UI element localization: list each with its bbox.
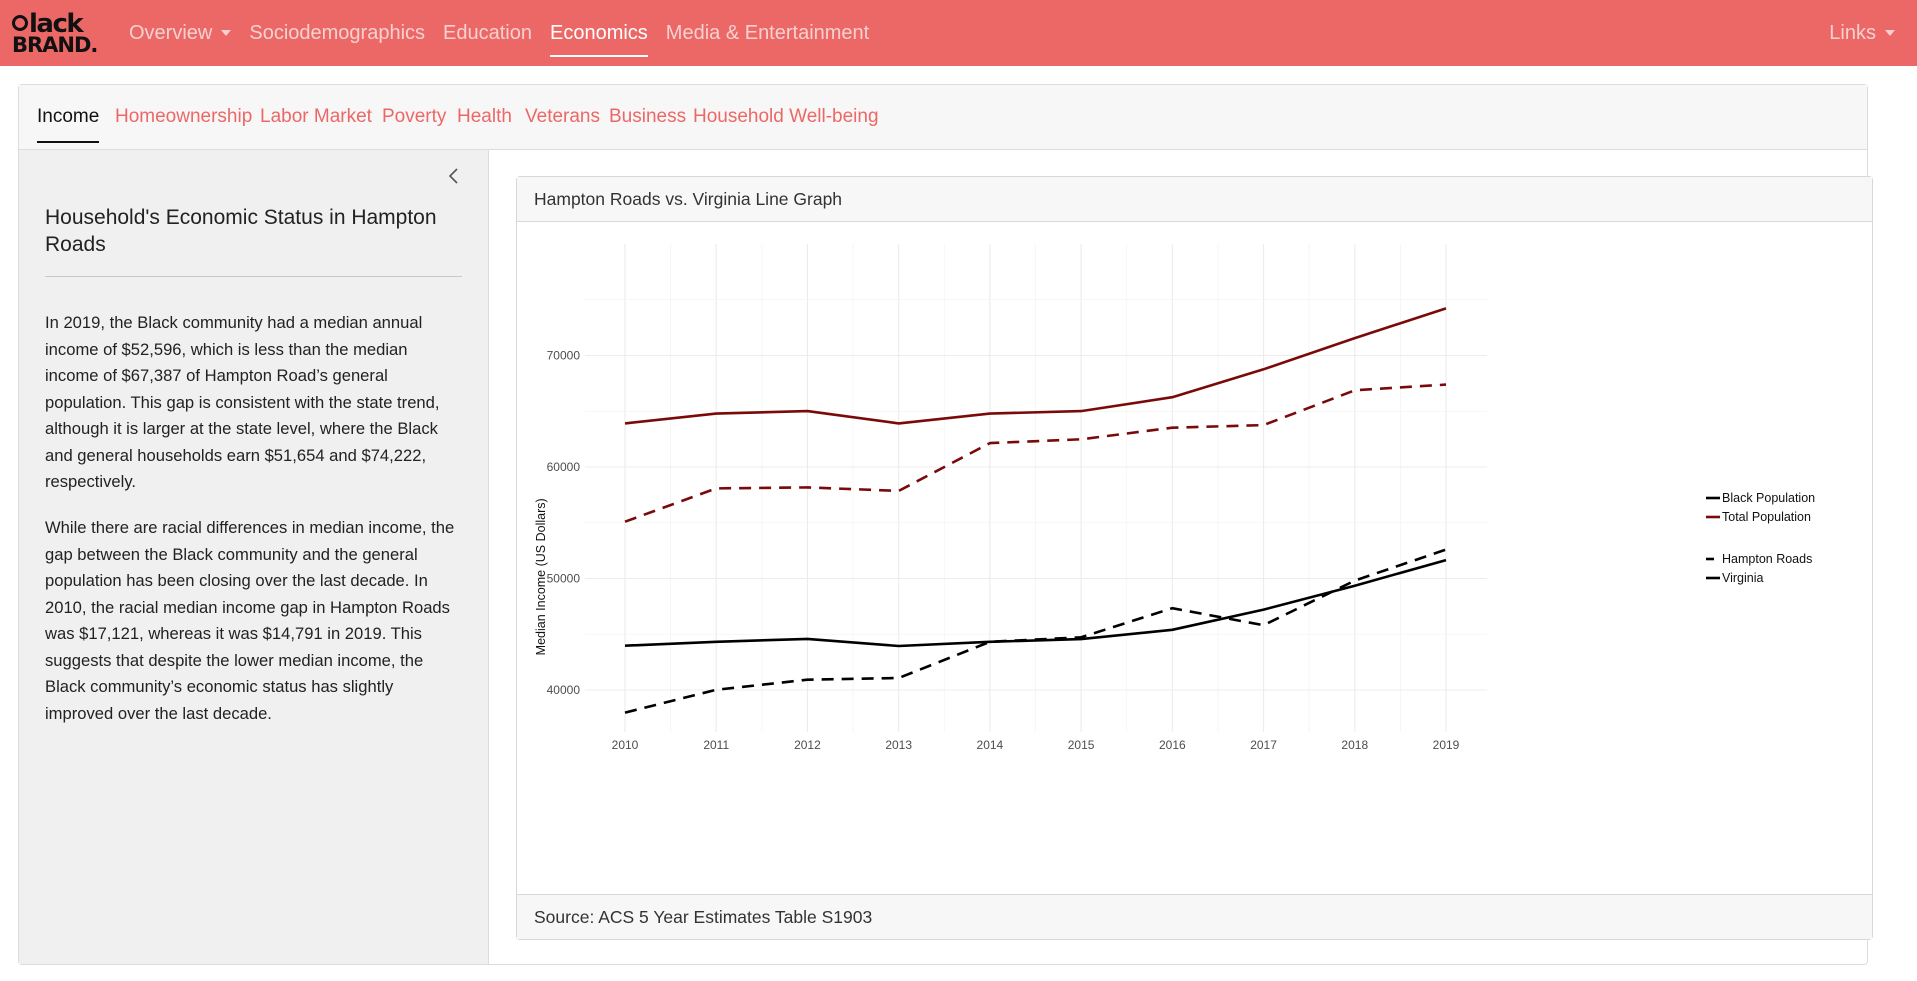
sidebar-title: Household's Economic Status in Hampton R… — [45, 206, 437, 256]
sidebar-panel: Household's Economic Status in Hampton R… — [19, 150, 489, 964]
divider — [45, 276, 462, 277]
nav-item-label: Overview — [129, 21, 213, 44]
legend-label: Virginia — [1722, 571, 1764, 585]
nav-item-sociodemographics[interactable]: Sociodemographics — [249, 0, 425, 66]
links-menu[interactable]: Links — [1829, 0, 1895, 66]
chevron-left-icon[interactable] — [444, 166, 464, 186]
nav-item-label: Economics — [549, 21, 648, 44]
chart-panel: Hampton Roads vs. Virginia Line Graph 40… — [516, 176, 1873, 940]
links-label: Links — [1829, 21, 1876, 44]
series-line-black-population-hampton-roads — [624, 548, 1447, 714]
tab-income[interactable]: Income — [37, 85, 100, 143]
sidebar-paragraph-2: While there are racial differences in me… — [45, 518, 455, 723]
tab-household-well-being[interactable]: Household Well-being — [693, 106, 879, 127]
series-line-total-population-virginia — [624, 307, 1447, 425]
x-tick-label: 2011 — [703, 738, 729, 752]
nav-item-label: Sociodemographics — [249, 21, 426, 44]
main-nav: Overview Sociodemographics Education Econom… — [129, 0, 887, 66]
chart-source: Source: ACS 5 Year Estimates Table S1903 — [517, 894, 1872, 939]
logo-b-mark — [12, 15, 28, 31]
tab-poverty[interactable]: Poverty — [382, 106, 447, 127]
legend-label: Black Population — [1722, 491, 1815, 505]
y-axis-label: Median Income (US Dollars) — [534, 498, 548, 655]
x-tick-label: 2017 — [1250, 738, 1277, 752]
tab-homeownership[interactable]: Homeownership — [115, 106, 253, 127]
series-line-total-population-hampton-roads — [624, 383, 1447, 523]
y-tick-label: 70000 — [547, 349, 581, 363]
logo-line2: BRAND. — [12, 33, 98, 58]
nav-item-overview[interactable]: Overview — [129, 0, 232, 66]
y-tick-label: 40000 — [547, 683, 581, 697]
logo-line1: lack — [29, 9, 84, 39]
chevron-down-icon — [1885, 30, 1895, 36]
nav-item-media-entertainment[interactable]: Media & Entertainment — [666, 0, 869, 66]
tab-business[interactable]: Business — [609, 106, 687, 127]
tab-veterans[interactable]: Veterans — [525, 106, 600, 127]
x-tick-label: 2018 — [1341, 738, 1368, 752]
y-tick-label: 50000 — [547, 572, 581, 586]
subtab-bar: Income Homeownership Labor Market Povert… — [19, 85, 1867, 150]
x-tick-label: 2015 — [1068, 738, 1095, 752]
legend-label: Total Population — [1722, 510, 1811, 524]
x-tick-label: 2012 — [794, 738, 821, 752]
chevron-down-icon — [221, 30, 232, 36]
x-tick-label: 2010 — [612, 738, 639, 752]
x-tick-label: 2016 — [1159, 738, 1186, 752]
x-tick-label: 2019 — [1433, 738, 1460, 752]
nav-item-label: Education — [443, 21, 532, 44]
nav-item-economics[interactable]: Economics — [549, 0, 648, 66]
tab-labor-market[interactable]: Labor Market — [260, 106, 372, 127]
x-tick-label: 2014 — [977, 738, 1004, 752]
x-tick-label: 2013 — [885, 738, 912, 752]
economics-card: Income Homeownership Labor Market Povert… — [18, 84, 1873, 965]
sidebar-paragraph-1: In 2019, the Black community had a media… — [45, 313, 440, 491]
nav-item-label: Media & Entertainment — [665, 21, 870, 44]
y-tick-label: 60000 — [547, 460, 581, 474]
tab-health[interactable]: Health — [457, 106, 512, 127]
top-navbar: lack BRAND. Overview Sociodemographics Edu… — [0, 0, 1917, 66]
income-line-chart: 40000 50000 60000 70000 2010 2011 2012 2013 2014… — [534, 244, 1815, 752]
nav-item-education[interactable]: Education — [443, 0, 532, 66]
legend-label: Hampton Roads — [1722, 552, 1812, 566]
brand-logo[interactable]: lack BRAND. — [12, 11, 98, 58]
chart-panel-title: Hampton Roads vs. Virginia Line Graph — [517, 177, 1872, 222]
